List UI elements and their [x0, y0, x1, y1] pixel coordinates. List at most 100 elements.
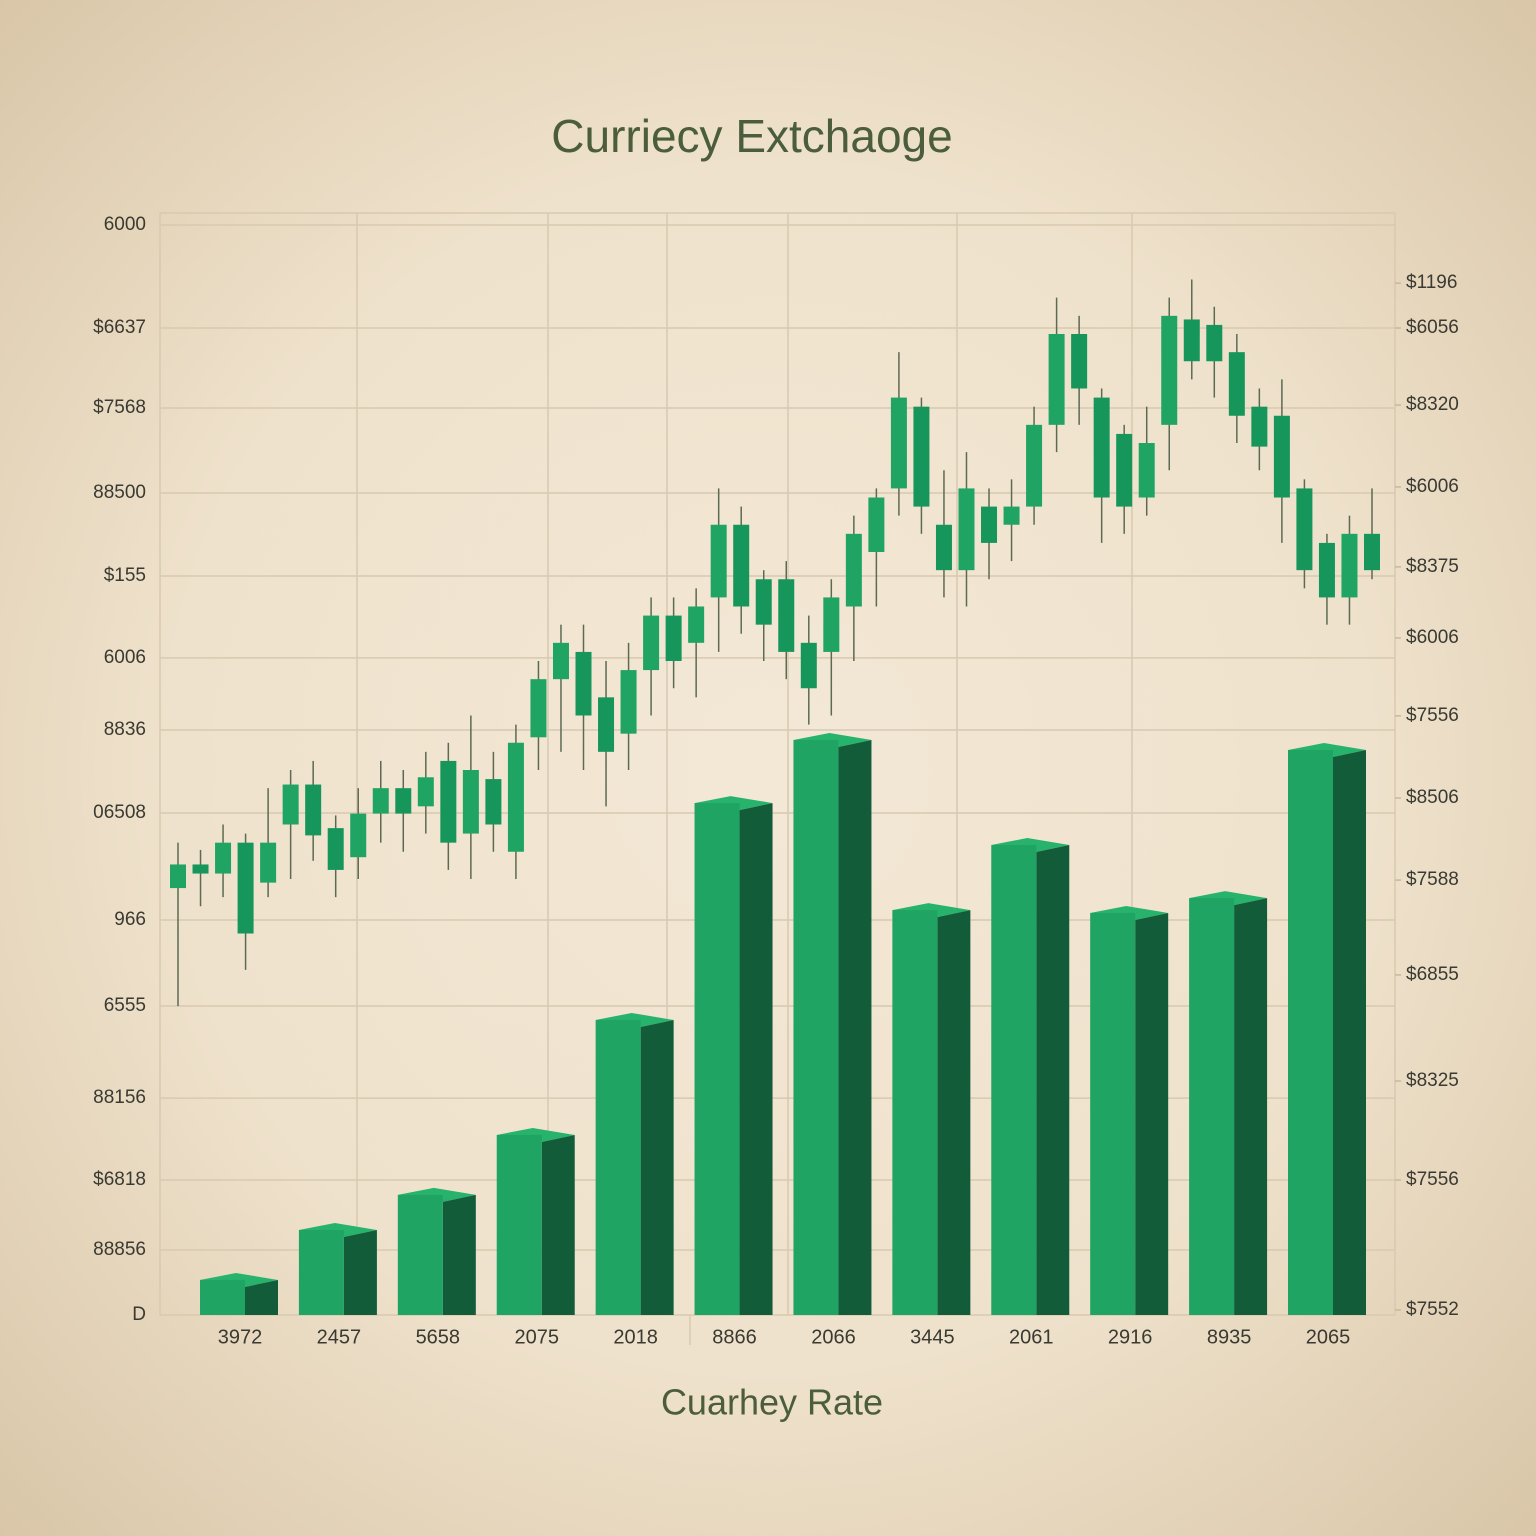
candle-body	[237, 842, 254, 934]
bar	[1288, 750, 1333, 1315]
bar-side	[1036, 845, 1070, 1315]
candle-body	[688, 606, 705, 643]
candle-body	[1071, 334, 1088, 389]
bar	[1189, 898, 1235, 1315]
bar-side	[1234, 898, 1268, 1315]
candle-body	[305, 784, 322, 836]
x-tick-label: 2066	[811, 1326, 856, 1348]
bar-side	[245, 1279, 278, 1315]
y-tick-label: 88856	[93, 1239, 146, 1260]
x-tick-label: 8866	[712, 1326, 757, 1348]
bar-side	[838, 740, 872, 1315]
candle-body	[823, 597, 840, 652]
candle-body	[1161, 315, 1178, 425]
y-tick-label: 8836	[104, 719, 146, 740]
chart-title: Curriecy Extchaoge	[551, 110, 952, 162]
bar-side	[442, 1194, 476, 1315]
y-tick-label: 88500	[93, 482, 146, 503]
candle-body	[1341, 533, 1358, 598]
bar-side	[1135, 912, 1169, 1315]
candle-body	[350, 813, 367, 858]
y-tick-label: 6555	[104, 995, 146, 1016]
y2-tick-label: $8375	[1406, 556, 1459, 577]
y2-tick-label: $6855	[1406, 964, 1459, 985]
bar-side	[640, 1019, 674, 1315]
x-tick-label: 5658	[416, 1326, 461, 1348]
candle-body	[755, 579, 772, 625]
bar	[991, 845, 1037, 1315]
candle-body	[1273, 415, 1290, 498]
bar	[200, 1279, 245, 1315]
candle-body	[913, 406, 930, 507]
candle-body	[598, 697, 615, 752]
candle-body	[462, 770, 479, 834]
candle-body	[1093, 397, 1110, 498]
candle-body	[1206, 324, 1223, 362]
candle-body	[170, 864, 186, 889]
y2-tick-label: $8506	[1406, 787, 1459, 808]
y2-tick-label: $6056	[1406, 317, 1459, 338]
candle-body	[440, 760, 457, 843]
y-tick-label: $7568	[93, 397, 146, 418]
candle-body	[1048, 334, 1065, 425]
candle-body	[327, 828, 344, 870]
bar-side	[343, 1229, 377, 1315]
candle-body	[282, 784, 299, 825]
candle-body	[800, 642, 817, 689]
bar-side	[937, 910, 971, 1315]
x-tick-label: 2018	[613, 1326, 658, 1348]
candle-body	[710, 524, 727, 598]
x-tick-label: 2061	[1009, 1326, 1054, 1348]
candle-body	[981, 506, 998, 543]
candle-body	[868, 497, 885, 552]
bar	[298, 1229, 344, 1315]
bar	[397, 1194, 443, 1315]
y-tick-label: 06508	[93, 802, 146, 823]
x-tick-label: 2075	[514, 1326, 559, 1348]
x-tick-label: 2065	[1306, 1326, 1351, 1348]
candle-body	[1364, 533, 1380, 571]
candle-body	[1026, 424, 1043, 507]
y2-tick-label: $8325	[1406, 1070, 1459, 1091]
y-tick-label: $6818	[93, 1169, 146, 1190]
candle-body	[1003, 506, 1020, 525]
candle-body	[1228, 352, 1245, 416]
candle-body	[778, 579, 795, 652]
candle-body	[958, 488, 975, 571]
y2-tick-label: $8320	[1406, 394, 1459, 415]
y-tick-label: $155	[104, 565, 146, 586]
candle-body	[890, 397, 907, 489]
candle-body	[845, 533, 862, 607]
candle-body	[192, 864, 209, 874]
candle-body	[1296, 488, 1313, 571]
x-tick-label: 8935	[1207, 1326, 1252, 1348]
bar-side	[541, 1134, 575, 1315]
x-tick-label: 2457	[317, 1326, 362, 1348]
candle-body	[1251, 406, 1268, 447]
bar-side	[1333, 750, 1366, 1315]
candle-body	[215, 842, 232, 874]
bar	[793, 740, 839, 1315]
x-tick-label: 3445	[910, 1326, 955, 1348]
y2-tick-label: $7588	[1406, 869, 1459, 890]
candle-body	[575, 651, 592, 716]
x-axis-label: Cuarhey Rate	[661, 1382, 883, 1423]
candle-body	[1116, 433, 1133, 507]
y2-tick-label: $1196	[1406, 272, 1457, 293]
y-tick-label: D	[132, 1304, 146, 1325]
bar	[694, 803, 740, 1315]
x-tick-label: 2916	[1108, 1326, 1153, 1348]
candle-body	[1138, 443, 1155, 498]
plot-frame	[159, 212, 1396, 1345]
candle-body	[507, 742, 524, 852]
y-tick-label: 6006	[104, 647, 146, 668]
y2-tick-label: $6006	[1406, 627, 1459, 648]
candle-body	[417, 777, 434, 807]
bar	[496, 1134, 542, 1315]
bar	[595, 1019, 641, 1315]
candle-body	[620, 670, 637, 734]
candle-body	[395, 788, 412, 814]
candle-body	[1318, 542, 1335, 598]
